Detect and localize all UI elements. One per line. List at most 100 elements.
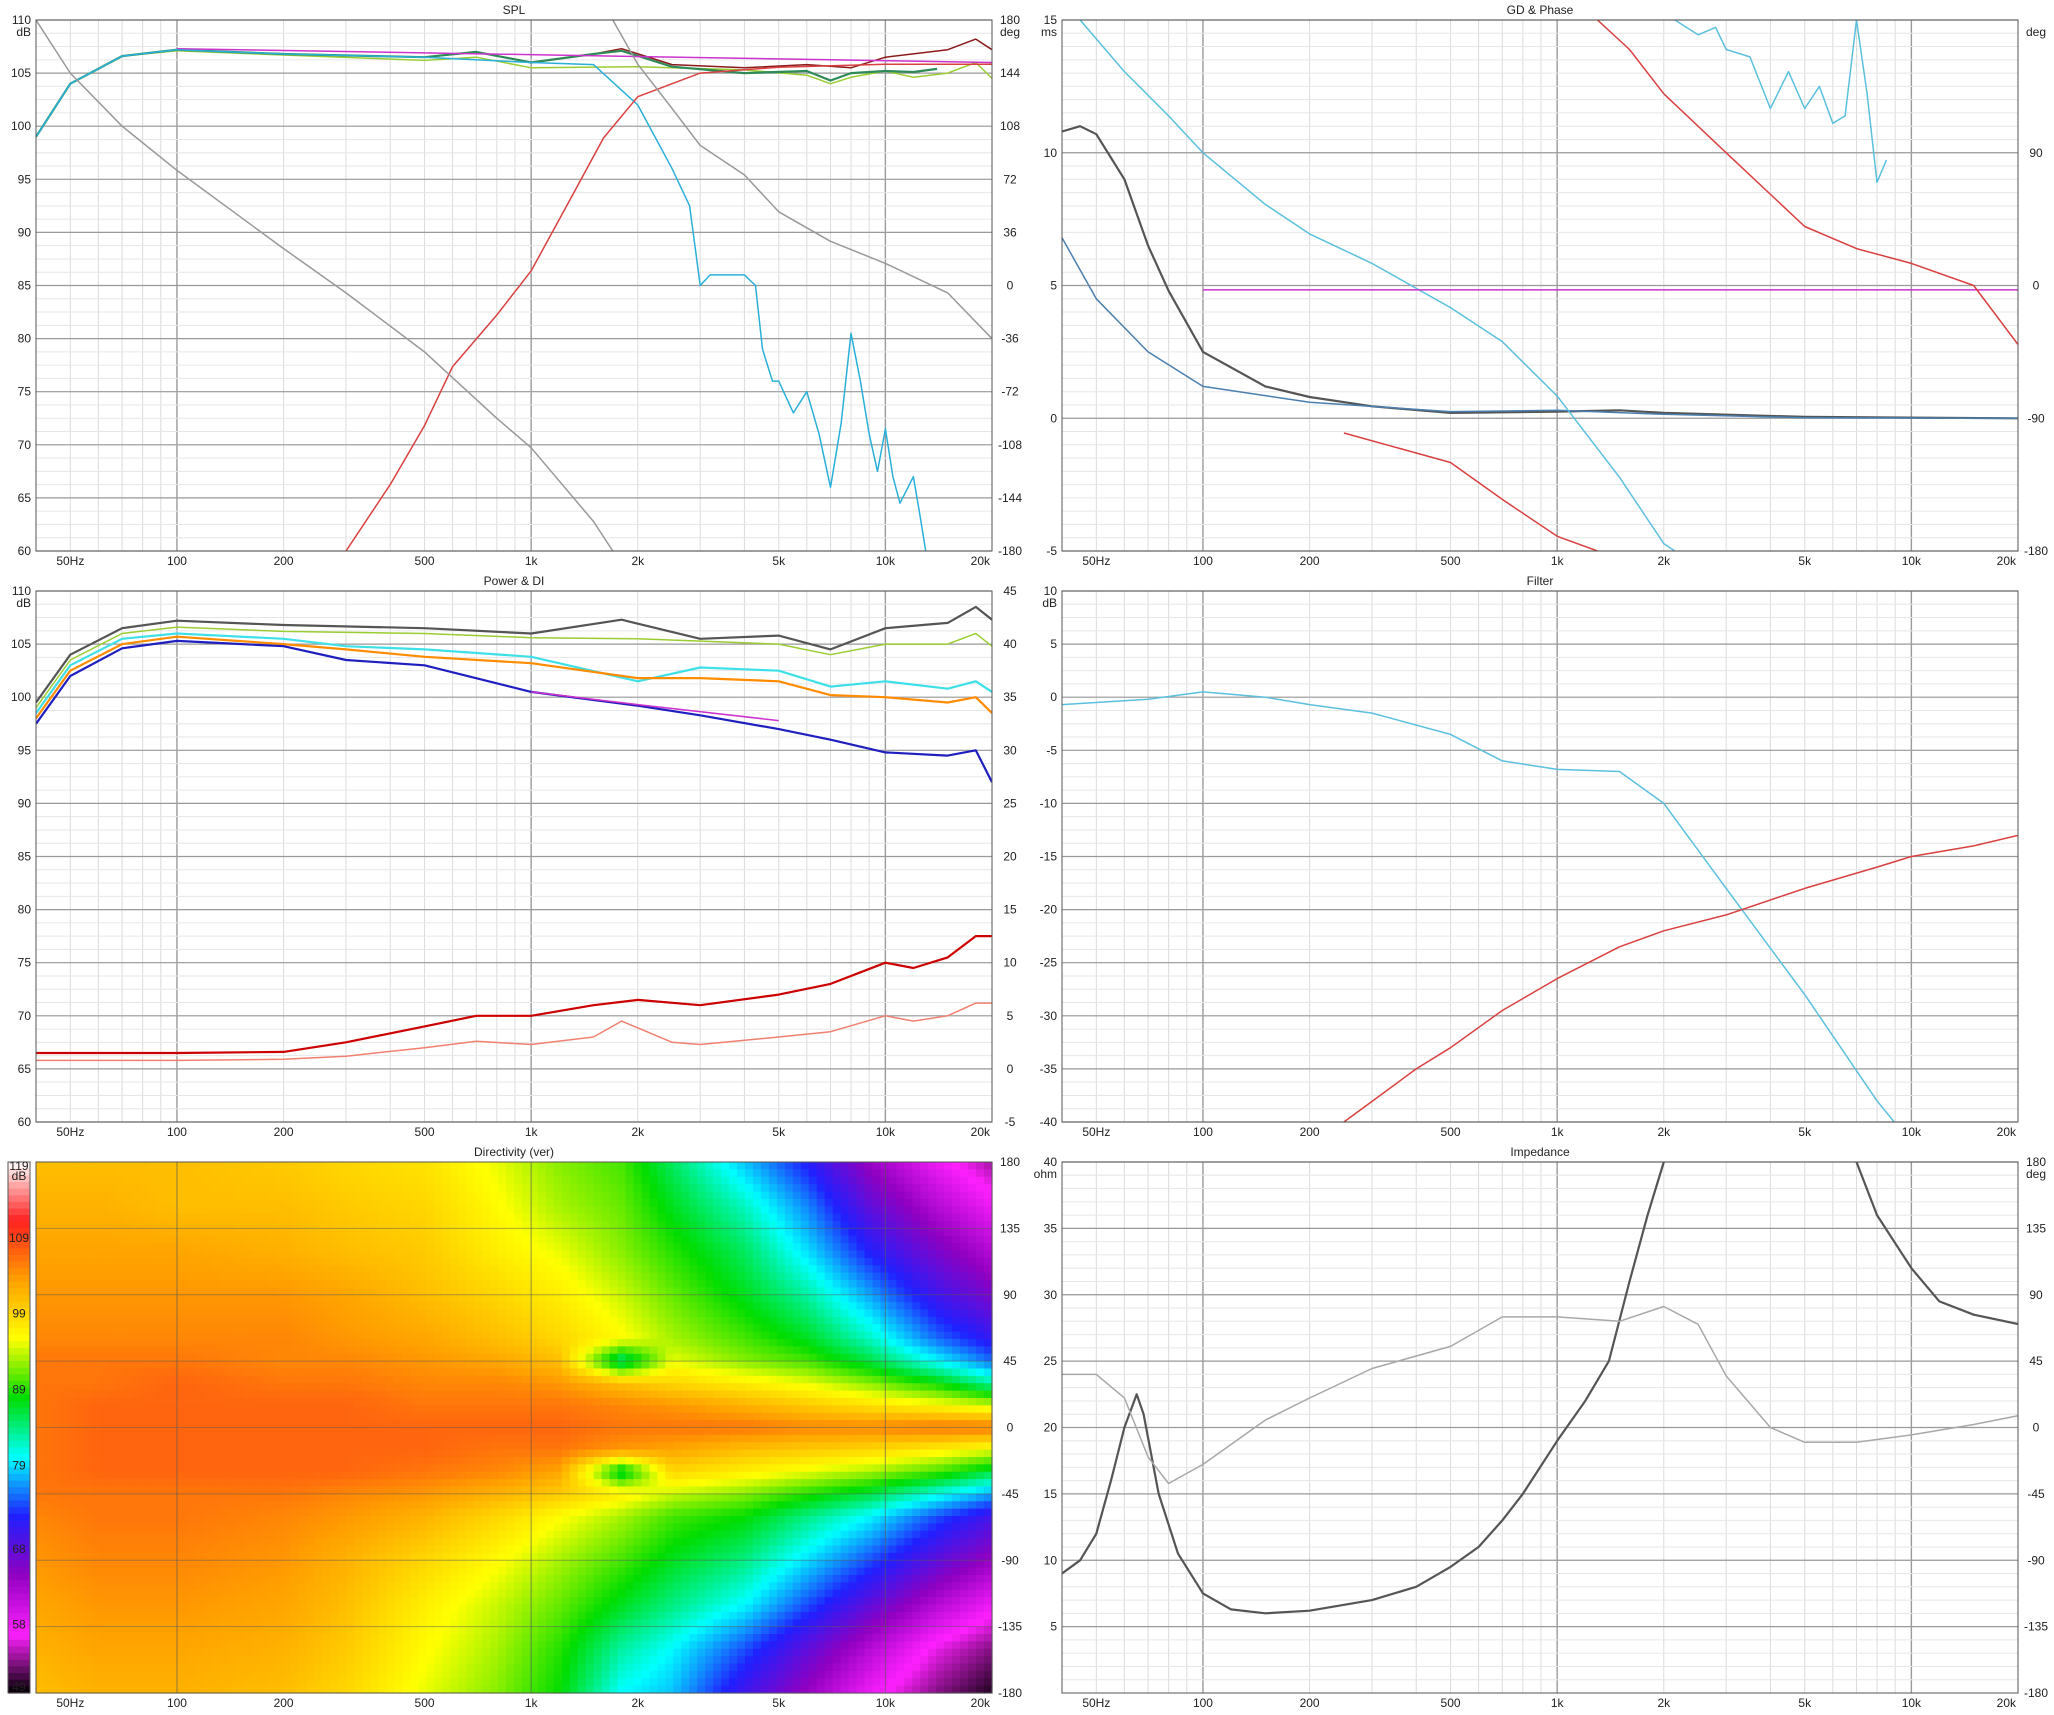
heatmap-cell — [529, 1294, 539, 1303]
heatmap-cell — [259, 1405, 268, 1414]
heatmap-cell — [745, 1243, 754, 1252]
heatmap-cell — [442, 1257, 451, 1266]
heatmap-cell — [888, 1243, 897, 1252]
heatmap-cell — [434, 1434, 443, 1443]
heatmap-cell — [506, 1228, 515, 1237]
heatmap-cell — [83, 1191, 93, 1200]
heatmap-cell — [952, 1287, 961, 1296]
heatmap-cell — [43, 1169, 53, 1178]
heatmap-cell — [91, 1390, 101, 1399]
heatmap-cell — [474, 1235, 483, 1244]
heatmap-cell — [59, 1213, 69, 1222]
heatmap-cell — [577, 1346, 587, 1355]
heatmap-cell — [219, 1309, 228, 1318]
heatmap-cell — [792, 1272, 802, 1281]
series-group — [1062, 691, 2018, 1122]
heatmap-cell — [689, 1405, 698, 1414]
heatmap-cell — [338, 1302, 348, 1311]
heatmap-cell — [410, 1390, 419, 1399]
heatmap-cell — [506, 1324, 515, 1333]
heatmap-cell — [474, 1383, 483, 1392]
heatmap-cell — [298, 1324, 308, 1333]
heatmap-cell — [402, 1243, 412, 1252]
heatmap-cell — [713, 1405, 722, 1414]
heatmap-cell — [370, 1353, 380, 1362]
heatmap-cell — [450, 1427, 459, 1436]
heatmap-cell — [904, 1420, 913, 1429]
heatmap-cell — [131, 1375, 141, 1384]
heatmap-cell — [912, 1368, 921, 1377]
heatmap-cell — [243, 1250, 252, 1259]
heatmap-cell — [275, 1257, 284, 1266]
heatmap-cell — [920, 1412, 929, 1421]
heatmap-cell — [737, 1346, 746, 1355]
heatmap-cell — [768, 1228, 778, 1237]
heatmap-cell — [561, 1324, 571, 1333]
heatmap-cell — [713, 1346, 722, 1355]
heatmap-cell — [450, 1169, 459, 1178]
heatmap-cell — [338, 1316, 348, 1325]
heatmap-cell — [314, 1339, 324, 1347]
heatmap-cell — [968, 1162, 977, 1170]
heatmap-cell — [808, 1302, 818, 1311]
heatmap-cell — [729, 1272, 738, 1281]
heatmap-cell — [753, 1375, 762, 1384]
heatmap-cell — [784, 1309, 794, 1318]
heatmap-cell — [67, 1250, 77, 1259]
heatmap-cell — [681, 1309, 690, 1318]
heatmap-cell — [59, 1427, 69, 1436]
heatmap-cell — [43, 1420, 53, 1429]
heatmap-cell — [816, 1198, 826, 1207]
heatmap-cell — [330, 1206, 340, 1215]
heatmap-cell — [458, 1302, 467, 1311]
heatmap-cell — [370, 1420, 380, 1429]
heatmap-cell — [67, 1162, 77, 1170]
heatmap-cell — [697, 1191, 706, 1200]
heatmap-cell — [824, 1427, 834, 1436]
heatmap-cell — [768, 1316, 778, 1325]
heatmap-cell — [147, 1339, 157, 1347]
heatmap-cell — [370, 1346, 380, 1355]
heatmap-cell — [601, 1265, 611, 1274]
heatmap-cell — [856, 1412, 866, 1421]
heatmap-cell — [43, 1162, 53, 1170]
heatmap-cell — [378, 1368, 388, 1377]
heatmap-cell — [67, 1427, 77, 1436]
heatmap-cell — [67, 1390, 77, 1399]
heatmap-cell — [729, 1346, 738, 1355]
heatmap-cell — [537, 1169, 547, 1178]
heatmap-cell — [601, 1383, 611, 1392]
heatmap-cell — [107, 1324, 117, 1333]
heatmap-cell — [569, 1265, 579, 1274]
heatmap-cell — [553, 1206, 563, 1215]
heatmap-cell — [952, 1169, 961, 1178]
heatmap-cell — [402, 1324, 412, 1333]
heatmap-cell — [529, 1287, 539, 1296]
heatmap-cell — [784, 1302, 794, 1311]
heatmap-cell — [601, 1162, 611, 1170]
heatmap-cell — [67, 1221, 77, 1229]
heatmap-cell — [864, 1198, 874, 1207]
heatmap-cell — [450, 1243, 459, 1252]
heatmap-cell — [577, 1287, 587, 1296]
heatmap-cell — [211, 1206, 220, 1215]
heatmap-cell — [187, 1302, 196, 1311]
heatmap-cell — [219, 1324, 228, 1333]
heatmap-cell — [290, 1361, 300, 1370]
heatmap-cell — [115, 1235, 125, 1244]
heatmap-cell — [824, 1191, 834, 1200]
heatmap-cell — [466, 1162, 475, 1170]
heatmap-cell — [561, 1206, 571, 1215]
heatmap-cell — [418, 1420, 427, 1429]
heatmap-cell — [67, 1412, 77, 1421]
heatmap-cell — [920, 1176, 929, 1185]
heatmap-cell — [745, 1265, 754, 1274]
heatmap-cell — [840, 1169, 850, 1178]
heatmap-cell — [370, 1294, 380, 1303]
heatmap-cell — [235, 1176, 244, 1185]
heatmap-cell — [521, 1265, 531, 1274]
heatmap-cell — [99, 1169, 109, 1178]
heatmap-cell — [537, 1316, 547, 1325]
heatmap-cell — [139, 1162, 149, 1170]
heatmap-cell — [259, 1309, 268, 1318]
